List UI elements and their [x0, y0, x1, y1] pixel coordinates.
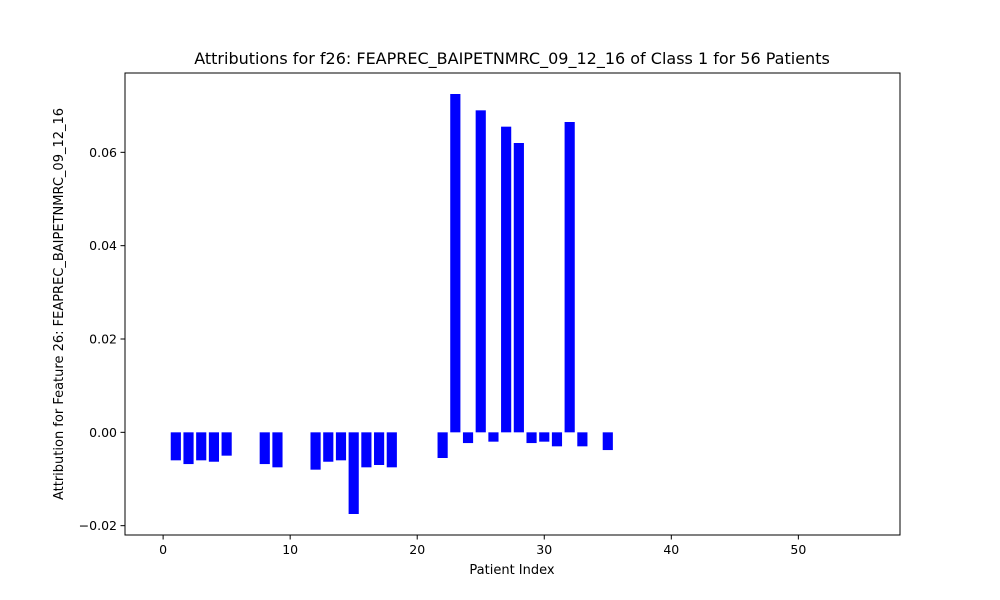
x-tick-label: 20: [409, 542, 425, 557]
bar-patient-4: [208, 432, 220, 462]
bar-patient-17: [374, 432, 385, 465]
x-axis-ticks: 0 10 20 30 40 50: [159, 535, 806, 557]
bar-patient-31: [551, 432, 563, 447]
y-tick-label: 0.04: [89, 238, 117, 253]
x-tick-label: 0: [159, 542, 167, 557]
bar-patient-35: [602, 432, 613, 451]
x-axis-label: Patient Index: [469, 563, 554, 578]
chart-title: Attributions for f26: FEAPREC_BAIPETNMRC…: [194, 49, 830, 69]
bar-patient-24: [462, 432, 474, 444]
x-tick-label: 10: [282, 542, 298, 557]
x-tick-label: 30: [536, 542, 552, 557]
bar-patient-3: [196, 432, 207, 461]
bar-patient-33: [577, 432, 588, 447]
y-tick-label: 0.00: [89, 425, 117, 440]
bar-patient-32: [564, 122, 575, 433]
bar-patient-12: [310, 432, 321, 470]
bar-patient-18: [386, 432, 397, 468]
y-tick-label: 0.06: [89, 145, 117, 160]
bar-patient-26: [488, 432, 499, 442]
bar-patient-28: [513, 143, 524, 433]
plot-frame: [124, 72, 901, 536]
x-tick-label: 40: [663, 542, 679, 557]
bar-patient-9: [272, 432, 283, 468]
bar-patient-5: [221, 432, 232, 456]
y-axis-label: Attribution for Feature 26: FEAPREC_BAIP…: [52, 108, 67, 500]
bar-patient-8: [259, 432, 270, 465]
bar-patient-27: [501, 126, 512, 433]
bar-patient-14: [335, 432, 347, 461]
bar-patient-23: [450, 94, 461, 433]
x-tick-label: 50: [790, 542, 806, 557]
y-tick-label: −0.02: [79, 518, 117, 533]
bar-patient-30: [539, 432, 550, 442]
bar-patient-15: [348, 432, 359, 514]
bar-patient-29: [526, 432, 537, 444]
bar-patient-25: [475, 110, 486, 433]
bar-patient-13: [323, 432, 334, 462]
bar-patient-16: [361, 432, 372, 468]
y-tick-label: 0.02: [89, 332, 117, 347]
y-axis-ticks: −0.02 0.00 0.02 0.04 0.06: [79, 145, 125, 533]
bars-group: [170, 94, 613, 514]
bar-patient-1: [170, 432, 181, 461]
bar-patient-22: [437, 432, 448, 458]
bar-patient-2: [183, 432, 194, 465]
